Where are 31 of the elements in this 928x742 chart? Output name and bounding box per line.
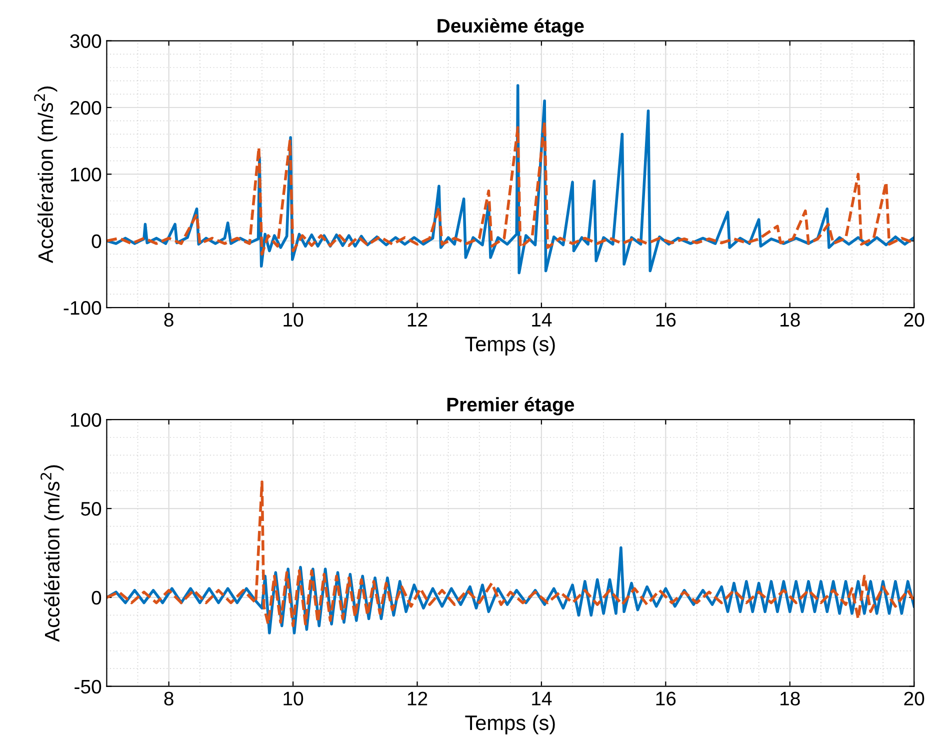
line-series	[106, 120, 914, 256]
x-axis-title: Temps (s)	[465, 336, 555, 356]
x-tick-label: 10	[284, 312, 304, 327]
x-tick-label: 12	[408, 312, 428, 327]
x-tick-label: 14	[532, 313, 552, 327]
chart-title: Deuxième étage	[438, 18, 584, 37]
y-tick-label: -100	[64, 301, 102, 315]
x-tick-label: 16	[656, 692, 676, 706]
y-tick-label: 100	[70, 413, 102, 427]
x-tick-label: 18	[780, 312, 800, 327]
x-tick-label: 12	[408, 692, 428, 706]
x-axis-title: Temps (s)	[465, 714, 555, 734]
y-axis-title: Accélération (m/s$^{2}$)	[40, 465, 64, 642]
x-tick-label: 8	[164, 692, 174, 706]
x-tick-label: 20	[904, 692, 924, 706]
y-tick-label: 300	[70, 34, 102, 48]
x-tick-label: 10	[284, 692, 304, 706]
y-tick-label: 50	[81, 502, 102, 516]
y-tick-label: 0	[92, 234, 102, 248]
x-tick-label: 16	[656, 312, 676, 327]
y-tick-label: 200	[70, 100, 102, 115]
line-series	[106, 480, 914, 628]
x-tick-label: 8	[164, 312, 174, 327]
y-tick-label: -50	[74, 680, 102, 694]
y-tick-label: 100	[70, 168, 102, 182]
chart-title: Premier étage	[447, 397, 574, 416]
x-tick-label: 14	[532, 692, 552, 706]
y-tick-label: 0	[92, 590, 102, 605]
x-tick-label: 20	[904, 312, 924, 327]
x-tick-label: 18	[780, 692, 800, 706]
y-axis-title: Accélération (m/s$^{2}$)	[34, 86, 58, 264]
